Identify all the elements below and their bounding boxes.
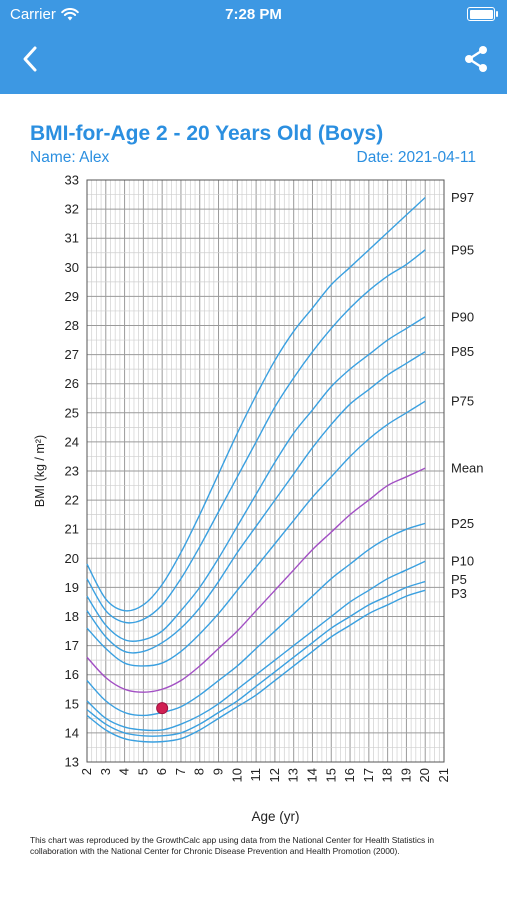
y-tick-label: 21 [65, 522, 79, 537]
chevron-left-icon [23, 46, 37, 72]
series-label-p90: P90 [451, 309, 474, 324]
series-label-p75: P75 [451, 394, 474, 409]
chart-date: Date: 2021-04-11 [356, 149, 477, 166]
x-tick-label: 3 [98, 768, 113, 775]
footnote: This chart was reproduced by the GrowthC… [30, 835, 435, 856]
y-tick-label: 32 [65, 202, 79, 217]
series-line-p97 [86, 196, 426, 612]
y-tick-label: 24 [65, 434, 79, 449]
y-tick-label: 17 [65, 638, 79, 653]
status-bar: Carrier 7:28 PM [0, 0, 507, 28]
chart-grid [86, 179, 445, 763]
x-tick-label: 13 [286, 768, 301, 782]
series-label-p3: P3 [451, 586, 467, 601]
y-tick-label: 25 [65, 405, 79, 420]
status-time: 7:28 PM [225, 6, 282, 23]
y-tick-label: 29 [65, 289, 79, 304]
series-line-p95 [86, 249, 426, 624]
x-tick-label: 21 [436, 768, 451, 782]
series-line-p75 [86, 400, 426, 667]
carrier-area: Carrier [10, 6, 79, 23]
wifi-icon [61, 8, 79, 21]
x-tick-label: 18 [380, 768, 395, 782]
x-tick-label: 7 [173, 768, 188, 775]
x-tick-label: 5 [135, 768, 150, 775]
x-tick-label: 17 [361, 768, 376, 782]
series-label-mean: Mean [451, 461, 484, 476]
series-label-p85: P85 [451, 344, 474, 359]
x-tick-label: 4 [117, 768, 132, 775]
y-axis-label: BMI (kg / m²) [33, 435, 47, 507]
y-tick-label: 23 [65, 464, 79, 479]
y-tick-label: 31 [65, 231, 79, 246]
series-line-p25 [86, 522, 426, 717]
back-button[interactable] [16, 44, 46, 74]
y-tick-label: 13 [65, 755, 79, 770]
y-tick-label: 30 [65, 260, 79, 275]
x-tick-label: 16 [342, 768, 357, 782]
x-tick-label: 14 [304, 768, 319, 782]
y-tick-label: 19 [65, 580, 79, 595]
series-line-p85 [86, 351, 426, 654]
x-tick-label: 8 [192, 768, 207, 775]
y-tick-label: 20 [65, 551, 79, 566]
x-tick-label: 9 [211, 768, 226, 775]
x-tick-label: 10 [229, 768, 244, 782]
x-tick-label: 20 [417, 768, 432, 782]
plot-border [86, 179, 445, 763]
x-tick-label: 15 [323, 768, 338, 782]
x-tick-label: 19 [398, 768, 413, 782]
chart-title: BMI-for-Age 2 - 20 Years Old (Boys) [30, 122, 384, 145]
nav-bar: Carrier 7:28 PM [0, 0, 507, 94]
x-tick-label: 2 [79, 768, 94, 775]
series-line-p5 [86, 580, 426, 737]
series-line-p3 [86, 589, 426, 743]
y-tick-label: 16 [65, 667, 79, 682]
series-line-p90 [86, 316, 426, 642]
y-tick-label: 15 [65, 696, 79, 711]
carrier-label: Carrier [10, 6, 56, 23]
y-tick-label: 33 [65, 173, 79, 188]
patient-name: Name: Alex [30, 149, 110, 166]
x-tick-label: 6 [154, 768, 169, 775]
y-tick-label: 18 [65, 609, 79, 624]
x-tick-label: 12 [267, 768, 282, 782]
battery-icon [467, 7, 498, 21]
series-label-p5: P5 [451, 572, 467, 587]
y-tick-label: 28 [65, 318, 79, 333]
bmi-chart: 1314151617181920212223242526272829303132… [33, 173, 484, 825]
measurement-point [156, 702, 169, 715]
series-line-p10 [86, 560, 426, 732]
series-line-mean [86, 467, 426, 693]
share-button[interactable] [461, 44, 491, 74]
y-tick-label: 26 [65, 376, 79, 391]
series-label-p25: P25 [451, 516, 474, 531]
series-label-p10: P10 [451, 554, 474, 569]
series-label-p97: P97 [451, 190, 474, 205]
x-tick-label: 11 [248, 768, 263, 782]
y-tick-label: 27 [65, 347, 79, 362]
share-icon [465, 46, 487, 72]
series-label-p95: P95 [451, 242, 474, 257]
y-tick-label: 14 [65, 725, 79, 740]
x-axis-label: Age (yr) [251, 809, 299, 824]
y-tick-label: 22 [65, 493, 79, 508]
